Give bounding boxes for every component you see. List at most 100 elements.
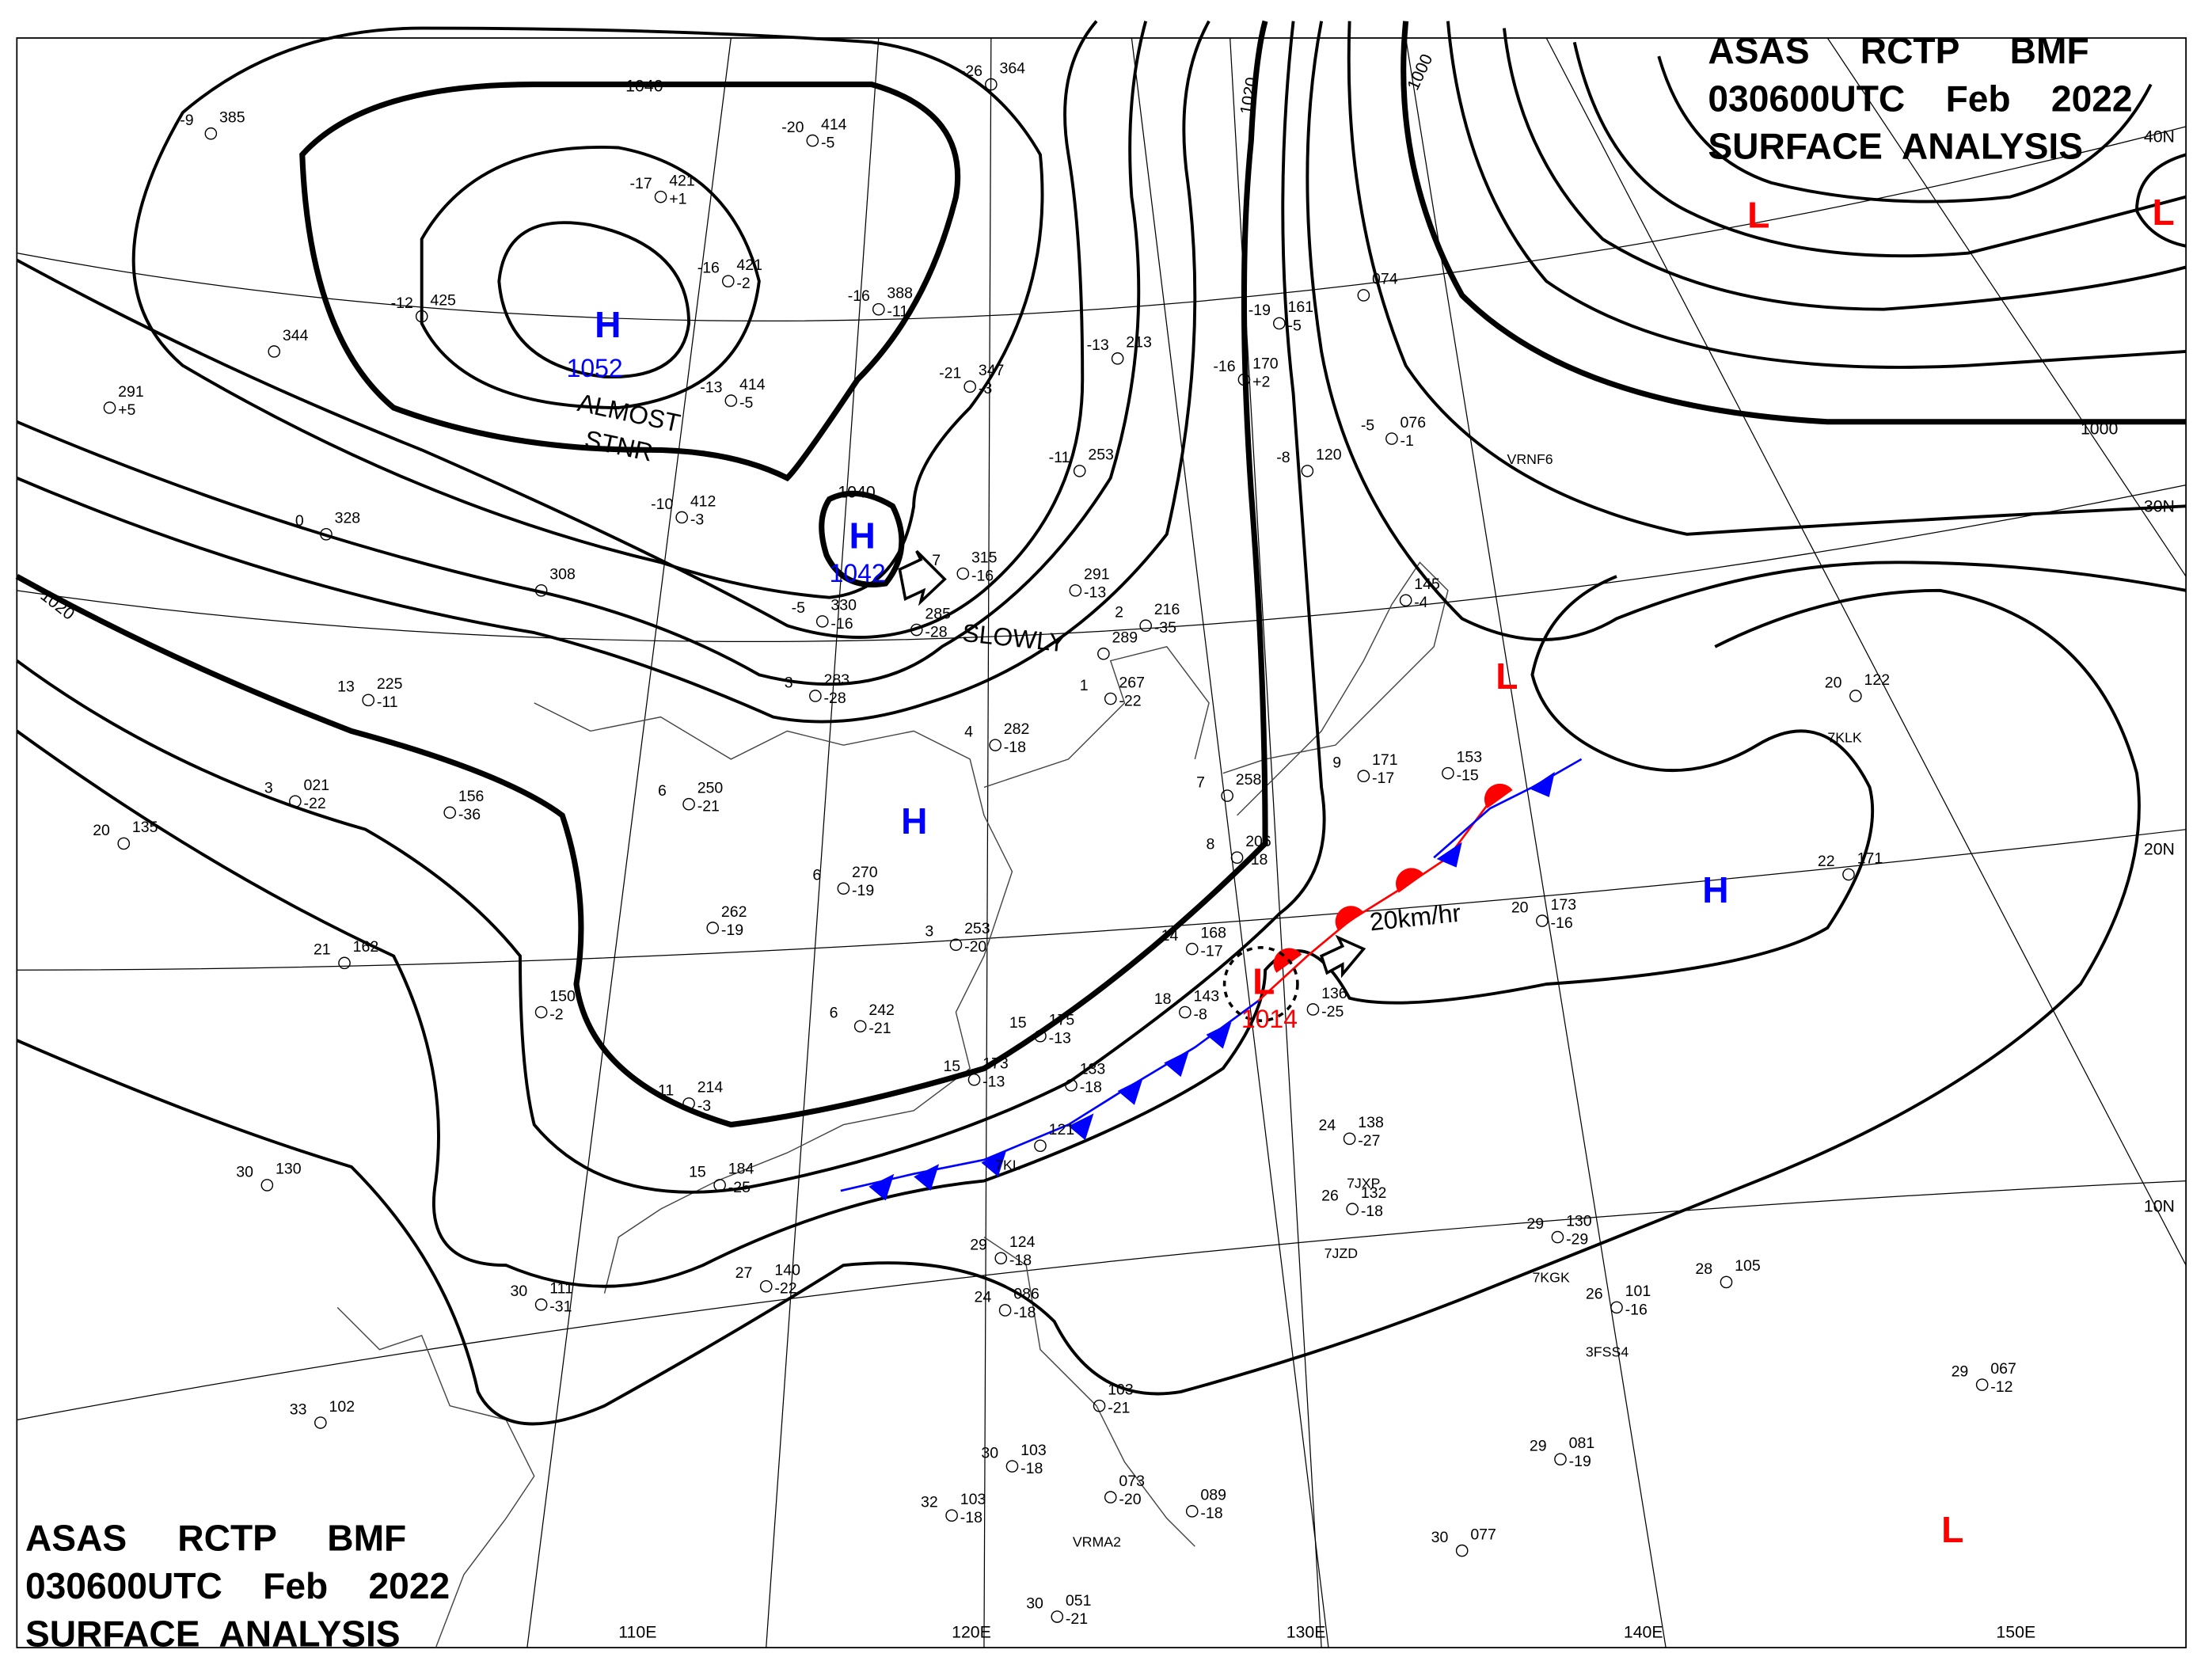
station-plot: 4 282-18	[964, 720, 1029, 756]
station-circle-icon	[1051, 1610, 1064, 1623]
station-circle-icon	[682, 1097, 695, 1110]
station-circle-icon	[1111, 352, 1124, 365]
station-circle-icon	[1104, 692, 1117, 705]
station-tendency: -11	[887, 303, 908, 321]
station-temperature: 14	[1161, 927, 1179, 945]
station-pressure: 101	[1625, 1283, 1651, 1300]
cold-front-triangle	[1206, 1021, 1232, 1049]
station-circle-icon	[1034, 1139, 1047, 1153]
lon-label: 130E	[1287, 1623, 1326, 1642]
station-pressure: 076	[1401, 414, 1427, 431]
stationary-front-triangle	[1529, 771, 1555, 797]
station-plot: 30 130	[236, 1161, 302, 1192]
station-temperature: 30	[981, 1444, 998, 1461]
station-pressure: 283	[824, 671, 850, 689]
station-temperature: 21	[314, 941, 331, 959]
ship-call-sign: 7KGK	[1532, 1269, 1570, 1285]
cold-front-triangle	[1164, 1050, 1190, 1078]
station-pressure: 250	[697, 780, 724, 797]
station-plot: 153-15	[1442, 748, 1482, 785]
svg-text:SURFACE ANALYSIS: SURFACE ANALYSIS	[1708, 126, 2083, 167]
station-circle-icon	[989, 739, 1001, 751]
lat-label: 40N	[2144, 127, 2175, 146]
station-pressure: 388	[887, 284, 913, 302]
station-tendency: -11	[377, 694, 398, 711]
station-plot: 133-18	[1065, 1061, 1105, 1097]
station-tendency: -1	[1401, 432, 1414, 450]
station-pressure: 175	[1049, 1011, 1075, 1028]
lat-label: 10N	[2144, 1197, 2175, 1216]
station-temperature: 7	[1196, 773, 1205, 791]
station-temperature: -16	[1213, 358, 1235, 375]
station-circle-icon	[1221, 789, 1233, 802]
station-tendency: -18	[1004, 739, 1026, 756]
station-temperature: 13	[337, 678, 355, 696]
station-pressure: 385	[219, 109, 245, 127]
station-plot: 1 267-22	[1080, 674, 1145, 709]
station-plot: 291-13	[1069, 566, 1110, 602]
lon-label: 110E	[618, 1623, 656, 1642]
lon-label: 150E	[1996, 1623, 2035, 1642]
station-tendency: -18	[960, 1509, 982, 1526]
station-tendency: -18	[1013, 1304, 1036, 1321]
low-pressure-symbol: L	[1747, 195, 1769, 236]
station-pressure: 330	[830, 597, 857, 614]
isobar-label: 1000	[2081, 420, 2119, 439]
coastlines	[336, 561, 1449, 1648]
low-pressure-symbol: L	[2153, 192, 2175, 233]
ship-call-sign: 3FSS4	[1586, 1344, 1629, 1360]
station-plot: -19 161-5	[1249, 298, 1313, 334]
title-top-right: ASAS RCTP BMF 030600UTC Feb 2022 SURFACE…	[1708, 30, 2132, 167]
station-tendency: -3	[979, 380, 992, 397]
station-pressure: 111	[549, 1280, 573, 1298]
station-plot: 156-36	[443, 788, 484, 823]
station-temperature: 29	[1526, 1215, 1544, 1233]
station-plot: 136-25	[1306, 985, 1347, 1021]
station-circle-icon	[1357, 770, 1370, 783]
station-tendency: -22	[774, 1280, 796, 1298]
station-pressure: 315	[971, 549, 998, 566]
station-plot: 30 111-31	[511, 1280, 573, 1316]
station-pressure: 291	[1084, 566, 1110, 583]
svg-text:SURFACE ANALYSIS: SURFACE ANALYSIS	[25, 1613, 401, 1654]
station-circle-icon	[1301, 465, 1314, 477]
station-tendency: -20	[964, 938, 986, 956]
station-temperature: 26	[1321, 1187, 1339, 1204]
station-circle-icon	[1065, 1079, 1077, 1092]
station-plot: 30 051-21	[1026, 1592, 1091, 1628]
station-circle-icon	[1554, 1453, 1567, 1465]
station-pressure: 130	[1566, 1212, 1592, 1230]
warm-front-semicircle	[1335, 906, 1364, 931]
station-plot: 7 258	[1196, 771, 1261, 802]
station-circle-icon	[415, 310, 428, 323]
station-temperature: 4	[964, 723, 973, 740]
station-temperature: -5	[1361, 416, 1374, 434]
station-temperature: 6	[658, 782, 667, 800]
station-temperature: -26	[960, 63, 982, 80]
station-pressure: 171	[1857, 850, 1883, 867]
station-pressure: 171	[1372, 751, 1398, 769]
station-temperature: 1	[1080, 677, 1089, 694]
station-plot: -21 347-3	[939, 362, 1004, 397]
station-circle-icon	[967, 1073, 981, 1086]
station-tendency: -25	[728, 1179, 751, 1196]
station-tendency: -19	[721, 922, 743, 939]
station-plot: -17 421 +1	[629, 172, 694, 207]
station-plot: -13 414-5	[700, 376, 765, 412]
ship-call-sign: 7KLK	[1827, 730, 1862, 746]
station-temperature: 30	[236, 1163, 253, 1180]
station-plot: 28 105	[1695, 1257, 1761, 1289]
station-temperature: 15	[943, 1058, 960, 1075]
station-plot: 103-21	[1093, 1381, 1134, 1417]
station-plot: 262-19	[706, 903, 747, 939]
station-temperature: -16	[697, 260, 720, 277]
station-tendency: -15	[1457, 767, 1479, 785]
station-plot: 18 143-8	[1154, 987, 1219, 1023]
station-temperature: 15	[689, 1163, 706, 1180]
station-pressure: 344	[283, 327, 309, 344]
station-temperature: -13	[700, 378, 722, 396]
station-tendency: -18	[1080, 1079, 1102, 1097]
station-circle-icon	[289, 795, 302, 808]
station-circle-icon	[1005, 1460, 1019, 1473]
